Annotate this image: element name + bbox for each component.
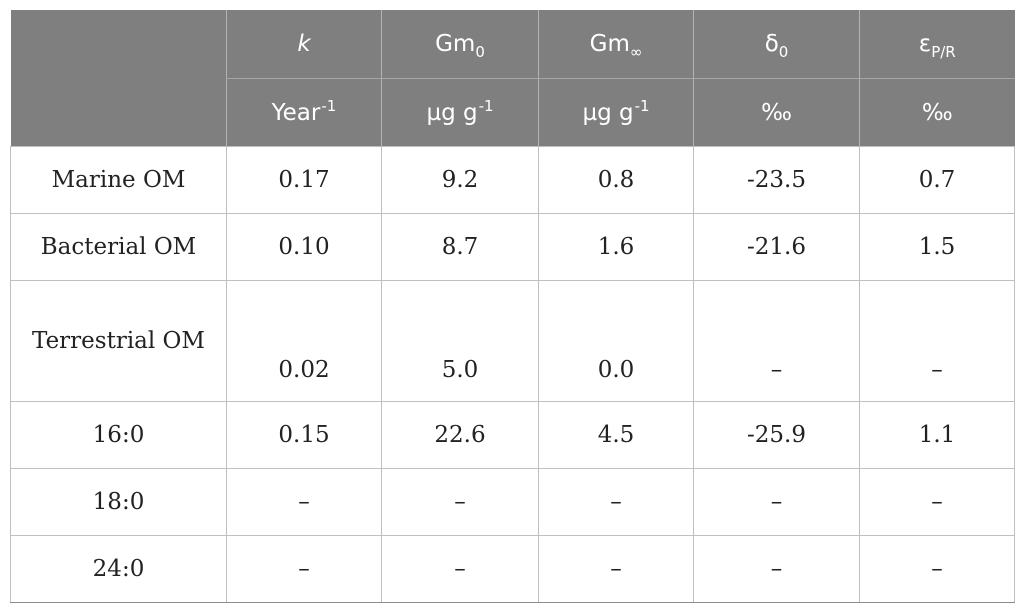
header-symbol-gm0: Gm0	[381, 10, 539, 79]
table-cell: 8.7	[381, 213, 539, 281]
table-row: 16:0 0.15 22.6 4.5 -25.9 1.1	[10, 401, 1015, 469]
table-cell: 4.5	[538, 401, 694, 469]
row-label: 18:0	[10, 468, 227, 536]
table-cell: 1.5	[859, 213, 1015, 281]
table-cell: -21.6	[693, 213, 860, 281]
table-cell: 22.6	[381, 401, 539, 469]
table-cell: -25.9	[693, 401, 860, 469]
row-label: 16:0	[10, 401, 227, 469]
table-row: 18:0 – – – – –	[10, 468, 1015, 536]
header-symbol-k: k	[226, 10, 382, 79]
header-symbol-gminf: Gm∞	[538, 10, 694, 79]
row-label: 24:0	[10, 535, 227, 603]
table-cell: 0.15	[226, 401, 382, 469]
table-cell: 0.17	[226, 146, 382, 214]
table-row: 24:0 – – – – –	[10, 535, 1015, 603]
table-cell: –	[381, 468, 539, 536]
header-unit-epsilon: ‰	[859, 78, 1015, 147]
header-corner-cell-lower	[10, 78, 227, 147]
table-cell: –	[381, 535, 539, 603]
header-corner-cell	[10, 10, 227, 79]
table-row: Bacterial OM 0.10 8.7 1.6 -21.6 1.5	[10, 213, 1015, 281]
table-cell: 0.0	[538, 280, 694, 402]
table-cell: 0.10	[226, 213, 382, 281]
row-label: Marine OM	[10, 146, 227, 214]
table-cell: –	[859, 535, 1015, 603]
data-table: k Gm0 Gm∞ δ0 εP/R Year-1 µg g-1 µg g-1 ‰…	[10, 10, 1015, 603]
table-cell: –	[859, 468, 1015, 536]
header-symbol-delta0: δ0	[693, 10, 860, 79]
table-cell: 1.6	[538, 213, 694, 281]
table-row: Marine OM 0.17 9.2 0.8 -23.5 0.7	[10, 146, 1015, 214]
table-cell: 1.1	[859, 401, 1015, 469]
table-cell: 9.2	[381, 146, 539, 214]
row-label: Bacterial OM	[10, 213, 227, 281]
table-cell: –	[859, 280, 1015, 402]
header-unit-delta0: ‰	[693, 78, 860, 147]
table-cell: –	[226, 468, 382, 536]
table-cell: –	[538, 468, 694, 536]
header-unit-gm0: µg g-1	[381, 78, 539, 147]
table-cell: 0.8	[538, 146, 694, 214]
header-unit-gminf: µg g-1	[538, 78, 694, 147]
table-header: k Gm0 Gm∞ δ0 εP/R Year-1 µg g-1 µg g-1 ‰…	[10, 10, 1015, 147]
table-cell: –	[693, 468, 860, 536]
header-row-units: Year-1 µg g-1 µg g-1 ‰ ‰	[10, 78, 1015, 147]
table-cell: 0.7	[859, 146, 1015, 214]
header-unit-k: Year-1	[226, 78, 382, 147]
table-cell: –	[226, 535, 382, 603]
table-cell: 0.02	[226, 280, 382, 402]
table-body: Marine OM 0.17 9.2 0.8 -23.5 0.7 Bacteri…	[10, 146, 1015, 603]
table-cell: 5.0	[381, 280, 539, 402]
header-symbol-epsilon: εP/R	[859, 10, 1015, 79]
header-row-symbols: k Gm0 Gm∞ δ0 εP/R	[10, 10, 1015, 79]
table-cell: –	[693, 280, 860, 402]
table-cell: -23.5	[693, 146, 860, 214]
table-row: Terrestrial OM 0.02 5.0 0.0 – –	[10, 280, 1015, 402]
row-label: Terrestrial OM	[10, 280, 227, 402]
table-cell: –	[693, 535, 860, 603]
table-cell: –	[538, 535, 694, 603]
